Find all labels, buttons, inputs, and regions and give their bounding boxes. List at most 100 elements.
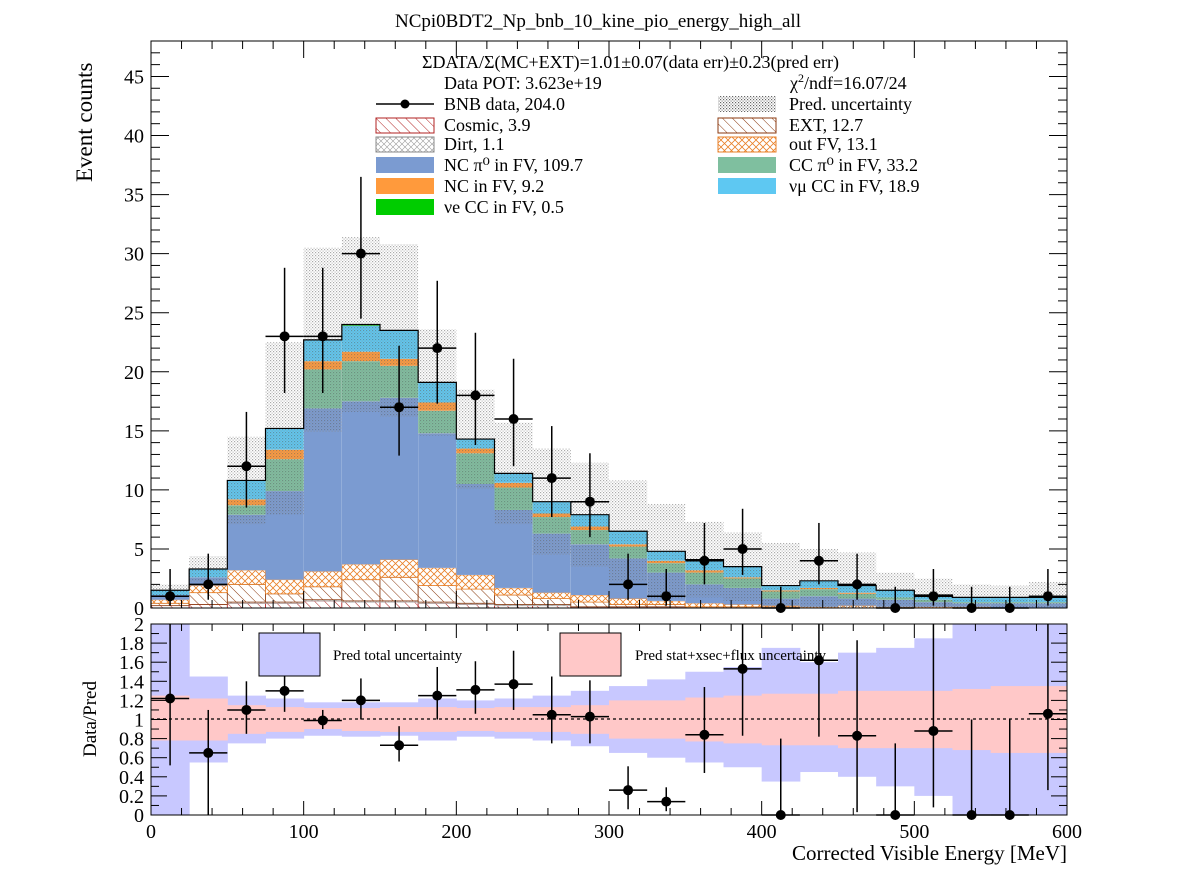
data-point-3	[265, 267, 304, 394]
bar-2-9	[494, 594, 534, 605]
y-tick-label-0: 0	[134, 598, 144, 620]
ratio-point-23	[1028, 624, 1067, 791]
ratio-marker-18	[852, 730, 863, 741]
ratio-y-tick-label-2: 2	[134, 614, 144, 636]
bar-2-8	[455, 588, 495, 604]
ratio-x-tick-label-200: 200	[441, 821, 471, 843]
bar-2-6	[379, 576, 419, 602]
ratio-x-tick-label-300: 300	[594, 821, 624, 843]
ratio-y-tick-label-0.4: 0.4	[119, 767, 144, 789]
ratio-marker-11	[584, 711, 595, 722]
main-plot: 0 5 10 15 20 25 30 35 40 45 Event counts ΣDATA/Σ(…	[72, 40, 1068, 620]
bar-4-7	[418, 433, 457, 568]
ratio-y-tick-label-0.6: 0.6	[119, 748, 144, 770]
legend-label-dirt: Dirt, 1.1	[444, 134, 505, 154]
bar-3-3	[265, 579, 305, 595]
data-marker-8	[470, 390, 481, 401]
ratio-y-tick-label-0: 0	[134, 805, 144, 827]
legend: BNB data, 204.0 Pred. uncertainty Cosmic…	[375, 94, 920, 217]
ratio-annotation: ΣDATA/Σ(MC+EXT)=1.01±0.07(data err)±0.23…	[422, 52, 839, 73]
y-tick-label-20: 20	[124, 362, 144, 384]
legend-item-data: BNB data, 204.0	[376, 94, 565, 114]
ratio-point-20	[914, 624, 953, 808]
legend-label-pred-uncertainty: Pred. uncertainty	[789, 94, 912, 114]
ratio-y-tick-label-1.6: 1.6	[119, 652, 144, 674]
bar-3-9	[494, 587, 534, 596]
bar-0-1	[188, 604, 228, 609]
bar-3-6	[379, 559, 419, 578]
ratio-marker-10	[546, 709, 557, 720]
ratio-x-tick-label-0: 0	[146, 821, 156, 843]
ratio-marker-15	[737, 663, 748, 674]
data-point-14	[685, 522, 724, 585]
ratio-marker-8	[470, 684, 481, 695]
ratio-x-tick-label-100: 100	[289, 821, 319, 843]
legend-label-outfv: out FV, 13.1	[789, 134, 878, 154]
legend-label-total-uncertainty: Pred total uncertainty	[333, 648, 463, 664]
ratio-point-17	[799, 624, 838, 737]
bar-3-10	[532, 592, 572, 599]
ratio-marker-4	[317, 715, 328, 726]
bar-0-7	[417, 602, 457, 609]
ratio-marker-12	[623, 785, 634, 796]
ratio-y-tick-label-1.8: 1.8	[119, 633, 144, 655]
y-tick-label-40: 40	[124, 126, 144, 148]
y-tick-label-25: 25	[124, 303, 144, 325]
ratio-marker-5	[355, 695, 366, 706]
y-tick-label-35: 35	[124, 185, 144, 207]
bar-3-15	[723, 604, 763, 608]
data-marker-9	[508, 414, 519, 424]
data-point-8	[456, 332, 495, 445]
data-marker-4	[317, 331, 328, 342]
ratio-x-tick-label-600: 600	[1052, 821, 1082, 843]
ratio-marker-20	[928, 725, 939, 736]
bar-2-7	[417, 585, 457, 603]
chi2-annotation: χ2/ndf=16.07/24	[789, 71, 907, 93]
bar-4-5	[341, 401, 380, 565]
ratio-y-axis-label: Data/Pred	[80, 681, 101, 757]
data-point-17	[799, 522, 838, 585]
ratio-y-tick-label-1: 1	[134, 710, 144, 732]
bar-2-10	[532, 598, 572, 605]
data-marker-11	[584, 496, 595, 507]
y-tick-label-30: 30	[124, 244, 144, 266]
ratio-point-18	[838, 640, 877, 813]
ratio-point-1	[189, 709, 228, 815]
data-point-11	[570, 453, 609, 538]
ratio-point-6	[380, 726, 419, 762]
legend-label-stat-uncertainty: Pred stat+xsec+flux uncertainty	[635, 648, 827, 664]
data-marker-23	[1042, 591, 1053, 602]
main-plot-axes: 0 5 10 15 20 25 30 35 40 45	[124, 41, 1068, 620]
ratio-marker-23	[1042, 708, 1053, 719]
legend-item-nuecc: νe CC in FV, 0.5	[376, 197, 564, 217]
bar-2-5	[341, 579, 381, 602]
ratio-point-11	[570, 680, 609, 744]
ratio-marker-3	[279, 685, 290, 696]
legend-label-ccpi0: CC π⁰ in FV, 33.2	[789, 155, 918, 175]
legend-item-numucc: νμ CC in FV, 18.9	[718, 176, 920, 196]
ratio-marker-17	[813, 655, 824, 666]
legend-label-ncpi0: NC π⁰ in FV, 109.7	[444, 155, 583, 175]
legend-item-nc: NC in FV, 9.2	[376, 176, 544, 196]
ratio-x-tick-label-500: 500	[899, 821, 929, 843]
y-tick-label-10: 10	[124, 480, 144, 502]
bar-3-8	[455, 574, 495, 590]
ratio-points	[151, 624, 1067, 820]
ratio-marker-6	[394, 740, 405, 751]
ratio-plot-axes: 00.20.40.60.811.21.41.61.82 0 100 200 300 400…	[119, 614, 1082, 843]
data-point-20	[914, 569, 953, 606]
bar-0-3	[265, 602, 305, 609]
y-tick-label-5: 5	[134, 539, 144, 561]
ratio-marker-13	[661, 796, 672, 807]
data-marker-6	[394, 402, 405, 413]
ratio-point-7	[418, 666, 457, 720]
data-point-4	[303, 267, 342, 394]
ratio-x-tick-label-400: 400	[747, 821, 777, 843]
data-point-15	[723, 508, 762, 575]
ratio-point-12	[609, 766, 648, 810]
legend-label-numucc: νμ CC in FV, 18.9	[789, 176, 920, 196]
data-point-9	[494, 358, 533, 467]
bar-0-8	[455, 604, 495, 609]
bar-3-11	[570, 594, 610, 603]
